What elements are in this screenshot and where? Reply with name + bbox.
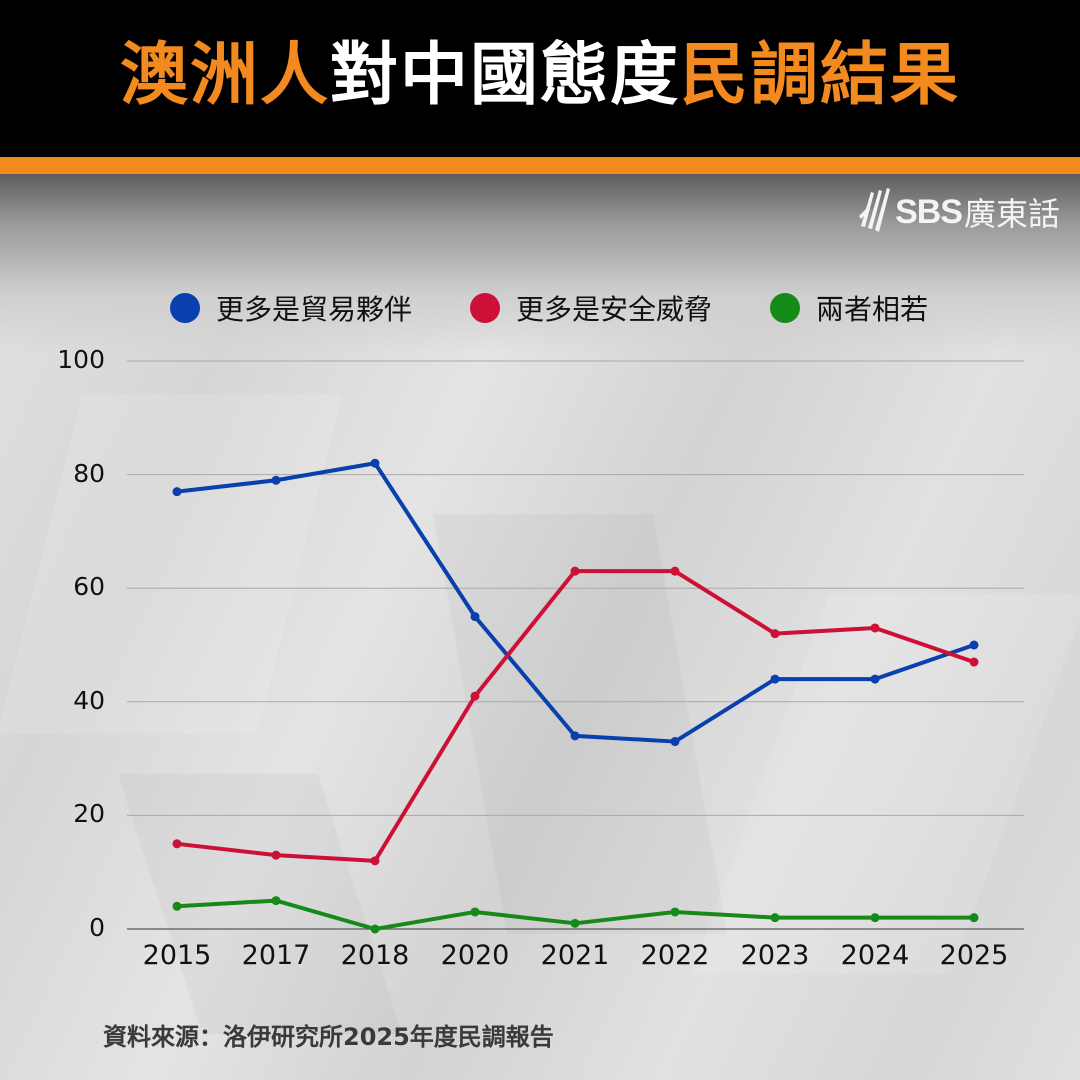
data-point <box>172 901 182 911</box>
series-line-0 <box>172 458 979 747</box>
legend-label: 更多是貿易夥伴 <box>216 293 413 326</box>
logo-language: 廣東話 <box>963 195 1060 233</box>
data-point <box>470 612 480 622</box>
sbs-cantonese-logo: SBS 廣東話 <box>857 186 1060 238</box>
legend-item-both-equal: 兩者相若 <box>770 288 928 328</box>
y-tick-label: 60 <box>73 572 105 602</box>
data-point <box>670 566 680 576</box>
data-point <box>570 731 580 741</box>
x-tick-label: 2024 <box>840 940 910 971</box>
data-point <box>570 566 580 576</box>
source-caption: 資料來源：洛伊研究所2025年度民調報告 <box>103 1023 554 1051</box>
chart-legend: 更多是貿易夥伴 更多是安全威脅 兩者相若 <box>170 288 986 328</box>
data-point <box>570 918 580 928</box>
x-tick-label: 2021 <box>540 940 610 971</box>
accent-divider <box>0 157 1080 174</box>
data-point <box>670 907 680 917</box>
data-point <box>870 913 880 923</box>
data-point <box>172 839 182 849</box>
data-point <box>172 487 182 497</box>
title-part-attitude-china: 對中國態度 <box>329 35 680 115</box>
data-point <box>870 674 880 684</box>
legend-label: 更多是安全威脅 <box>516 293 713 326</box>
data-point <box>470 691 480 701</box>
y-tick-label: 20 <box>73 799 105 829</box>
legend-dot-blue-icon <box>170 293 200 323</box>
x-tick-label: 2022 <box>640 940 710 971</box>
x-tick-label: 2018 <box>340 940 410 971</box>
title-part-australians: 澳洲人 <box>119 35 330 115</box>
y-tick-label: 0 <box>89 913 105 942</box>
sbs-mercator-icon <box>859 188 891 232</box>
data-point <box>770 629 780 639</box>
x-tick-label: 2017 <box>241 940 311 971</box>
series-line-1 <box>172 566 979 866</box>
data-point <box>969 913 979 923</box>
y-tick-label: 100 <box>57 345 105 374</box>
data-point <box>271 475 281 485</box>
page-title: 澳洲人對中國態度民調結果 <box>120 41 960 110</box>
x-tick-label: 2023 <box>740 940 810 971</box>
x-tick-label: 2020 <box>440 940 510 971</box>
series-line-2 <box>172 896 979 934</box>
data-point <box>370 924 380 934</box>
legend-dot-green-icon <box>770 293 801 323</box>
header-banner: 澳洲人對中國態度民調結果 <box>0 0 1080 157</box>
legend-dot-red-icon <box>470 293 501 323</box>
title-part-poll-results: 民調結果 <box>680 35 961 115</box>
data-point <box>370 856 380 866</box>
data-point <box>870 623 880 633</box>
x-tick-label: 2025 <box>939 940 1009 971</box>
data-point <box>370 458 380 468</box>
x-tick-label: 2015 <box>142 940 212 971</box>
data-point <box>470 907 480 917</box>
data-point <box>271 850 281 860</box>
data-point <box>969 640 979 650</box>
legend-item-trade-partner: 更多是貿易夥伴 <box>170 288 412 328</box>
y-tick-label: 80 <box>73 458 105 488</box>
legend-label: 兩者相若 <box>816 293 929 326</box>
data-point <box>969 657 979 667</box>
y-tick-label: 40 <box>73 685 105 715</box>
data-point <box>770 913 780 923</box>
data-point <box>271 896 281 906</box>
logo-brand: SBS <box>895 192 963 231</box>
legend-item-security-threat: 更多是安全威脅 <box>470 288 712 328</box>
data-point <box>770 674 780 684</box>
data-point <box>670 737 680 747</box>
